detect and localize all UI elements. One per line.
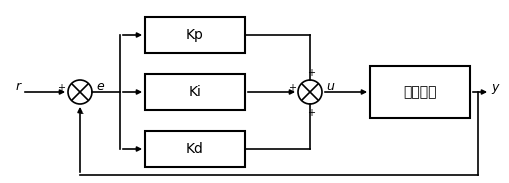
Bar xyxy=(145,74,244,110)
Text: +: + xyxy=(306,68,315,78)
Text: +: + xyxy=(57,83,65,93)
Text: r: r xyxy=(15,81,20,94)
Text: e: e xyxy=(96,81,104,94)
Text: Kd: Kd xyxy=(186,142,204,156)
Bar xyxy=(145,131,244,167)
Text: +: + xyxy=(288,83,295,93)
Bar xyxy=(145,17,244,53)
Text: u: u xyxy=(325,81,333,94)
Bar xyxy=(369,66,469,118)
Text: -: - xyxy=(79,108,83,118)
Text: Kp: Kp xyxy=(186,28,204,42)
Text: y: y xyxy=(490,81,498,94)
Text: +: + xyxy=(306,108,315,118)
Text: Ki: Ki xyxy=(188,85,201,99)
Text: 被控对象: 被控对象 xyxy=(403,85,436,99)
